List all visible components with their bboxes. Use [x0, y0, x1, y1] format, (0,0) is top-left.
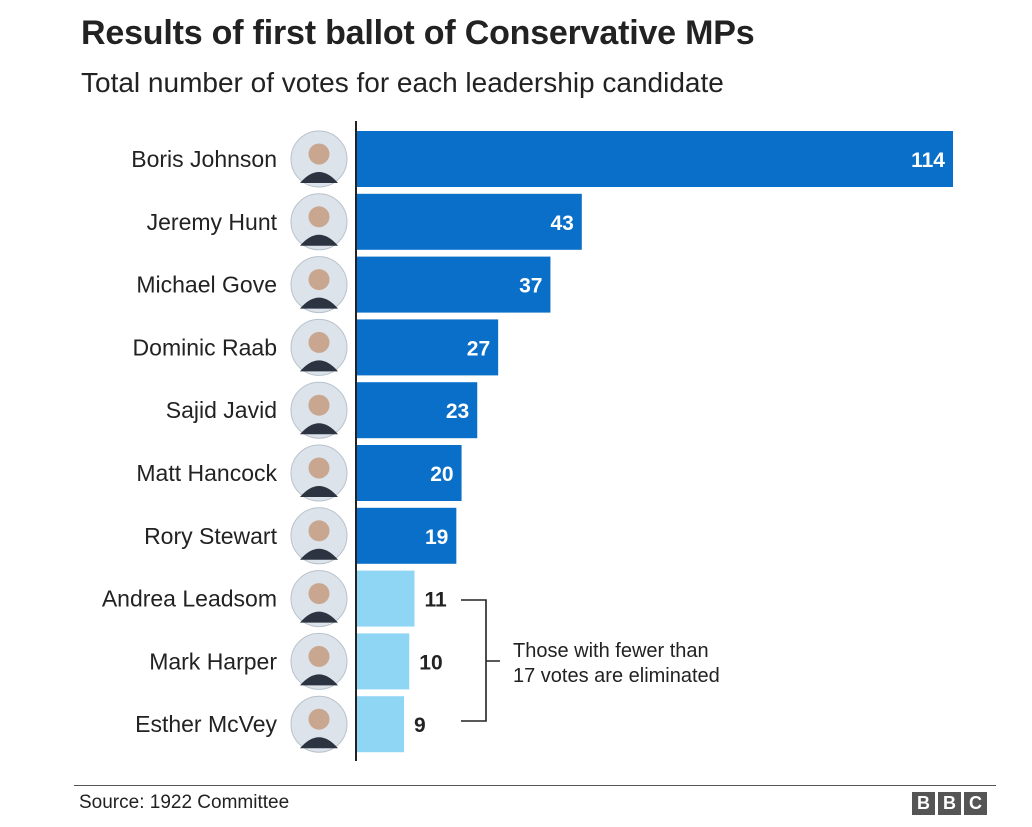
- value-label: 19: [425, 526, 448, 549]
- bar: [357, 319, 499, 376]
- candidate-label: Mark Harper: [149, 648, 277, 674]
- portrait-icon: [290, 444, 348, 502]
- elimination-note-line-2: 17 votes are eliminated: [513, 665, 720, 687]
- bar: [357, 131, 953, 187]
- bbc-logo-letter: C: [964, 792, 987, 815]
- bar-eliminated: [357, 633, 410, 690]
- candidate-label: Sajid Javid: [166, 397, 277, 423]
- bbc-logo-letter: B: [912, 792, 935, 815]
- bar-eliminated: [357, 696, 405, 753]
- bbc-logo-letter: B: [938, 792, 961, 815]
- bar-eliminated: [357, 570, 415, 627]
- bar-rows: Boris Johnson 114 Jeremy Hunt 43 Michael Gov…: [102, 130, 953, 753]
- value-label: 9: [414, 714, 426, 737]
- bar-chart: Boris Johnson 114 Jeremy Hunt 43 Michael Gov…: [102, 121, 953, 761]
- elimination-bracket: [461, 599, 500, 722]
- portrait-icon: [290, 256, 348, 314]
- bar: [357, 382, 478, 439]
- portrait-icon: [290, 570, 348, 628]
- value-label: 11: [425, 589, 448, 612]
- portrait-icon: [290, 318, 348, 376]
- candidate-label: Boris Johnson: [131, 146, 277, 172]
- bar: [357, 445, 462, 501]
- portrait-icon: [290, 507, 348, 565]
- chart-title: Results of first ballot of Conservative …: [81, 14, 755, 52]
- elimination-note: Those with fewer than 17 votes are elimi…: [461, 599, 720, 722]
- value-label: 23: [446, 400, 469, 423]
- value-label: 114: [911, 149, 945, 172]
- elimination-note-line-1: Those with fewer than: [513, 640, 709, 662]
- footer-divider: [74, 785, 996, 786]
- candidate-label: Esther McVey: [135, 711, 277, 737]
- portrait-icon: [290, 695, 348, 753]
- bar: [357, 256, 551, 313]
- value-label: 20: [430, 463, 453, 486]
- value-label: 10: [419, 651, 442, 674]
- portrait-icon: [290, 130, 348, 188]
- candidate-label: Andrea Leadsom: [102, 586, 277, 612]
- bbc-logo: B B C: [912, 792, 987, 815]
- candidate-label: Michael Gove: [136, 272, 277, 298]
- candidate-label: Matt Hancock: [136, 460, 277, 486]
- portrait-icon: [290, 381, 348, 439]
- chart-subtitle: Total number of votes for each leadershi…: [81, 67, 724, 98]
- portrait-icon: [290, 193, 348, 251]
- bar: [357, 193, 582, 250]
- value-label: 43: [550, 212, 573, 235]
- source-note: Source: 1922 Committee: [79, 792, 290, 813]
- candidate-label: Rory Stewart: [144, 523, 278, 549]
- bar: [357, 507, 457, 564]
- candidate-label: Jeremy Hunt: [147, 209, 278, 235]
- candidate-label: Dominic Raab: [133, 334, 277, 360]
- value-label: 37: [519, 275, 542, 298]
- value-label: 27: [467, 337, 490, 360]
- portrait-icon: [290, 632, 348, 690]
